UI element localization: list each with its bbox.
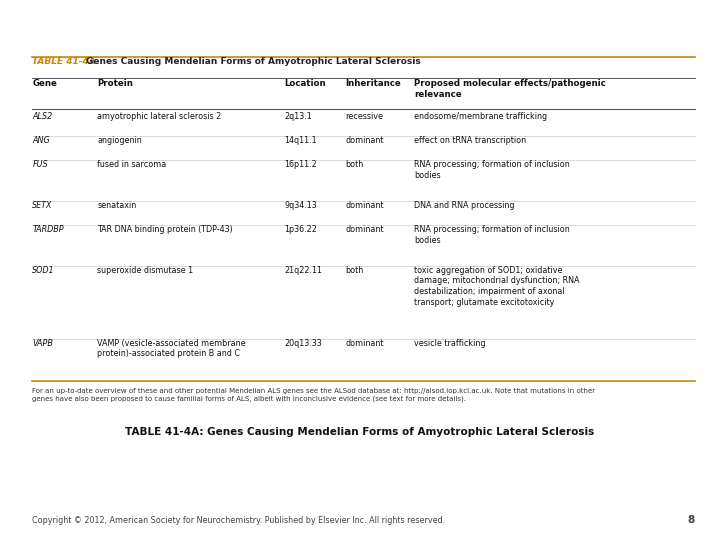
Text: Proposed molecular effects/pathogenic
relevance: Proposed molecular effects/pathogenic re… [414, 79, 606, 99]
Text: Genes Causing Mendelian Forms of Amyotrophic Lateral Sclerosis: Genes Causing Mendelian Forms of Amyotro… [86, 57, 421, 66]
Text: Inheritance: Inheritance [346, 79, 401, 89]
Text: VAMP (vesicle-associated membrane
protein)-associated protein B and C: VAMP (vesicle-associated membrane protei… [97, 339, 246, 359]
Text: 20q13.33: 20q13.33 [284, 339, 322, 348]
Text: dominant: dominant [346, 201, 384, 210]
Text: 14q11.1: 14q11.1 [284, 136, 317, 145]
Text: superoxide dismutase 1: superoxide dismutase 1 [97, 266, 194, 275]
Text: angiogenin: angiogenin [97, 136, 142, 145]
Text: Copyright © 2012, American Society for Neurochemistry. Published by Elsevier Inc: Copyright © 2012, American Society for N… [32, 516, 446, 525]
Text: ANG: ANG [32, 136, 50, 145]
Text: RNA processing; formation of inclusion
bodies: RNA processing; formation of inclusion b… [414, 225, 570, 245]
Text: 2q13.1: 2q13.1 [284, 112, 312, 121]
Text: TABLE 41-4A: TABLE 41-4A [32, 57, 96, 66]
Text: dominant: dominant [346, 136, 384, 145]
Text: TARDBP: TARDBP [32, 225, 64, 234]
Text: both: both [346, 160, 364, 170]
Text: dominant: dominant [346, 339, 384, 348]
Text: recessive: recessive [346, 112, 384, 121]
Text: fused in sarcoma: fused in sarcoma [97, 160, 166, 170]
Text: VAPB: VAPB [32, 339, 53, 348]
Text: 21q22.11: 21q22.11 [284, 266, 323, 275]
Text: 1p36.22: 1p36.22 [284, 225, 318, 234]
Text: 9q34.13: 9q34.13 [284, 201, 317, 210]
Text: For an up-to-date overview of these and other potential Mendelian ALS genes see : For an up-to-date overview of these and … [32, 388, 595, 402]
Text: TABLE 41-4A: Genes Causing Mendelian Forms of Amyotrophic Lateral Sclerosis: TABLE 41-4A: Genes Causing Mendelian For… [125, 427, 595, 437]
Text: DNA and RNA processing: DNA and RNA processing [414, 201, 515, 210]
Text: both: both [346, 266, 364, 275]
Text: 8: 8 [688, 515, 695, 525]
Text: toxic aggregation of SOD1; oxidative
damage; mitochondrial dysfunction; RNA
dest: toxic aggregation of SOD1; oxidative dam… [414, 266, 580, 307]
Text: 16p11.2: 16p11.2 [284, 160, 317, 170]
Text: SOD1: SOD1 [32, 266, 55, 275]
Text: FUS: FUS [32, 160, 48, 170]
Text: vesicle trafficking: vesicle trafficking [414, 339, 485, 348]
Text: Protein: Protein [97, 79, 133, 89]
Text: TAR DNA binding protein (TDP-43): TAR DNA binding protein (TDP-43) [97, 225, 233, 234]
Text: ALS2: ALS2 [32, 112, 53, 121]
Text: amyotrophic lateral sclerosis 2: amyotrophic lateral sclerosis 2 [97, 112, 222, 121]
Text: Gene: Gene [32, 79, 58, 89]
Text: senataxin: senataxin [97, 201, 137, 210]
Text: Location: Location [284, 79, 326, 89]
Text: effect on tRNA transcription: effect on tRNA transcription [414, 136, 526, 145]
Text: RNA processing; formation of inclusion
bodies: RNA processing; formation of inclusion b… [414, 160, 570, 180]
Text: dominant: dominant [346, 225, 384, 234]
Text: endosome/membrane trafficking: endosome/membrane trafficking [414, 112, 547, 121]
Text: SETX: SETX [32, 201, 53, 210]
